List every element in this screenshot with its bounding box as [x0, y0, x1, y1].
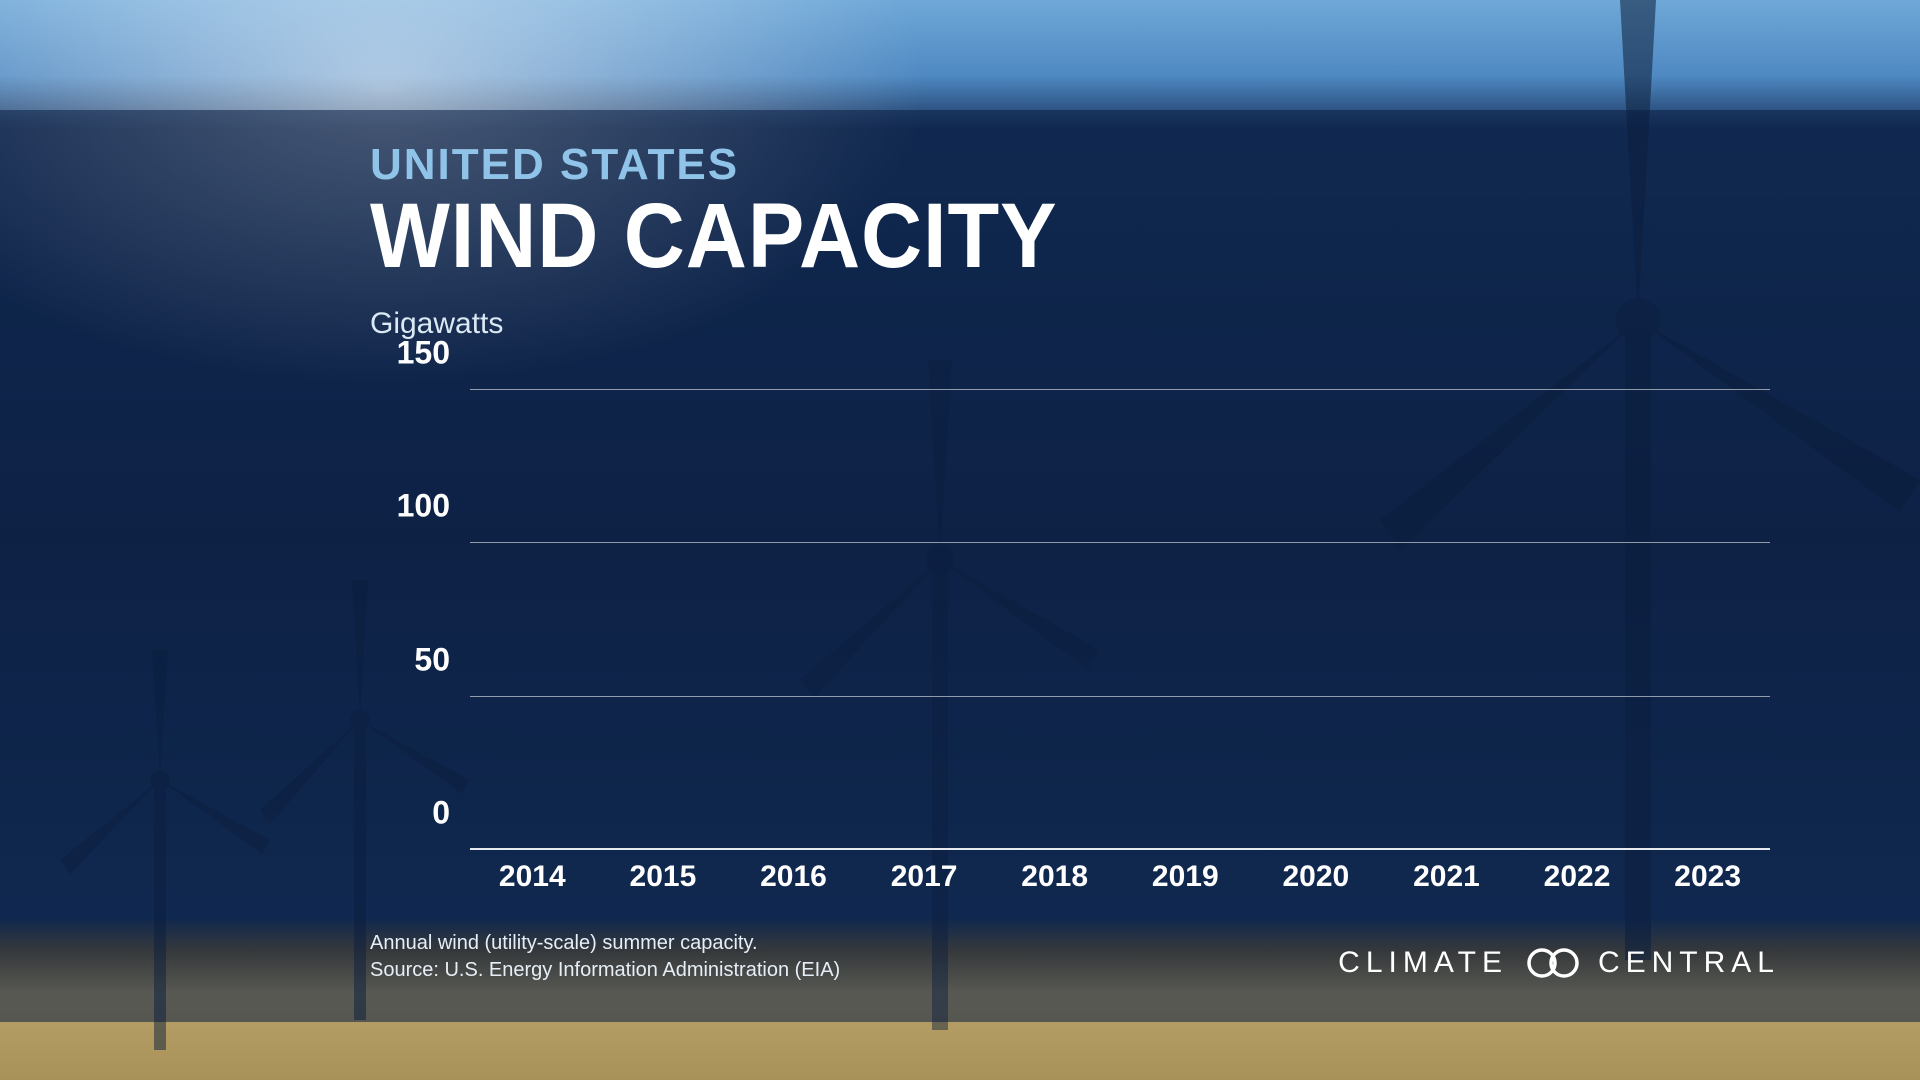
x-tick-label: 2023	[1653, 850, 1762, 910]
brand-rings-icon	[1522, 946, 1584, 980]
x-tick-label: 2022	[1523, 850, 1632, 910]
stage: UNITED STATES WIND CAPACITY Gigawatts 0 5…	[0, 0, 1920, 1080]
overlay-panel: UNITED STATES WIND CAPACITY Gigawatts 0 5…	[0, 110, 1920, 1022]
x-tick-label: 2019	[1131, 850, 1240, 910]
subtitle: UNITED STATES	[370, 140, 1800, 190]
bars-container	[470, 390, 1770, 850]
y-tick-label: 100	[397, 488, 450, 525]
title: WIND CAPACITY	[370, 184, 1686, 289]
x-axis: 2014 2015 2016 2017 2018 2019 2020 2021 2022 2023	[470, 850, 1770, 910]
x-tick-label: 2017	[870, 850, 979, 910]
unit-label: Gigawatts	[370, 307, 1800, 341]
gridline	[470, 696, 1770, 697]
footer-line-1: Annual wind (utility-scale) summer capac…	[370, 930, 840, 957]
x-tick-label: 2020	[1262, 850, 1371, 910]
bar-chart: 050100150 201420152016201720182019202020…	[370, 390, 1770, 910]
y-axis: 050100150	[370, 390, 460, 850]
gridline	[470, 389, 1770, 390]
brand-logo: CLIMATE CENTRAL	[1338, 946, 1780, 980]
footer-line-2: Source: U.S. Energy Information Administ…	[370, 957, 840, 984]
brand-word-1: CLIMATE	[1338, 946, 1508, 980]
x-tick-label: 2016	[739, 850, 848, 910]
x-tick-label: 2018	[1000, 850, 1109, 910]
content-area: UNITED STATES WIND CAPACITY Gigawatts 0 5…	[370, 140, 1800, 982]
y-tick-label: 50	[414, 641, 450, 678]
x-tick-label: 2021	[1392, 850, 1501, 910]
gridline	[470, 542, 1770, 543]
x-tick-label: 2015	[609, 850, 718, 910]
brand-word-2: CENTRAL	[1598, 946, 1780, 980]
x-tick-label: 2014	[478, 850, 587, 910]
y-tick-label: 150	[397, 335, 450, 372]
y-tick-label: 0	[432, 795, 450, 832]
plot-area	[470, 390, 1770, 850]
footer-caption: Annual wind (utility-scale) summer capac…	[370, 930, 840, 984]
